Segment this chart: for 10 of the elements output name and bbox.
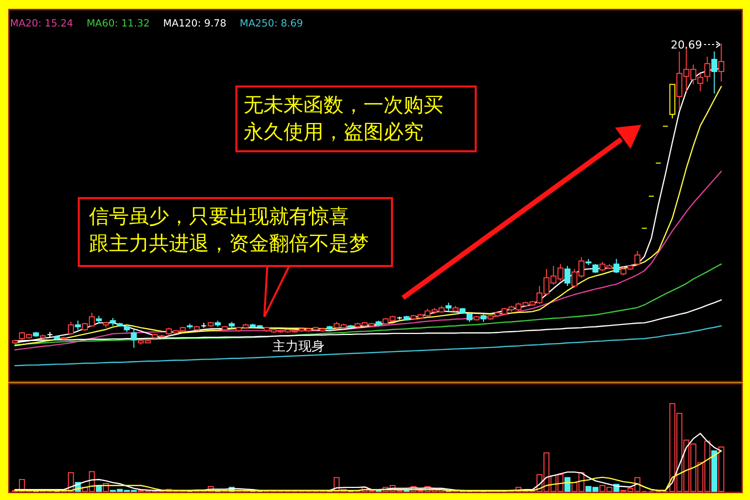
text: MA120: 9.78 <box>163 18 226 30</box>
annotation: 主力现身 <box>272 338 324 355</box>
text: MA20: 15.24 <box>10 18 74 30</box>
text: MA60: 11.32 <box>86 18 150 30</box>
annotation: 20.69 <box>670 38 702 52</box>
annotation: 无未来函数，一次购买 <box>243 92 444 116</box>
annotation: 信号虽少，只要出现就有惊喜 <box>88 204 349 228</box>
annotation: 跟主力共进退，资金翻倍不是梦 <box>88 231 369 256</box>
text: MA250: 8.69 <box>240 18 303 30</box>
annotation: 永久使用，盗图必究 <box>243 119 424 144</box>
